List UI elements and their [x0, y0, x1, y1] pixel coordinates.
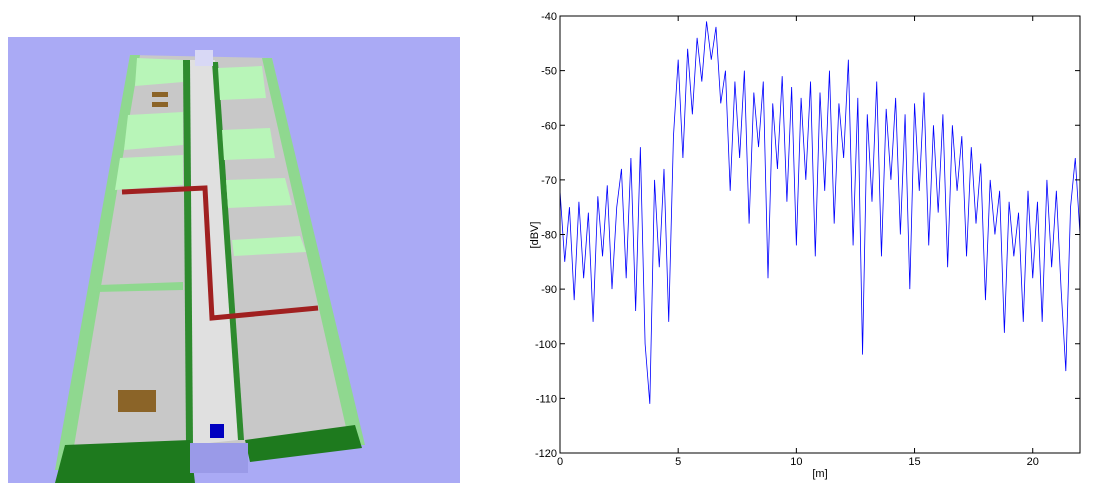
- corridor-wall-right: [212, 62, 244, 440]
- right-outer-wall: [262, 58, 365, 445]
- wall-panel: [135, 58, 183, 86]
- far-window: [195, 50, 213, 66]
- left-outer-wall: [55, 55, 140, 470]
- wall-panel: [124, 112, 183, 150]
- wall-panel: [232, 236, 306, 256]
- signal-line: [559, 21, 1081, 404]
- corridor: [186, 60, 238, 445]
- wall-panel: [218, 66, 266, 100]
- wall-panel: [96, 282, 183, 292]
- x-tick-label: 5: [675, 456, 681, 468]
- furniture: [118, 390, 156, 412]
- corridor-wall-left: [183, 60, 193, 445]
- x-tick-label: 0: [557, 456, 563, 468]
- front-wall: [245, 425, 362, 462]
- furniture: [152, 92, 168, 97]
- front-wall: [55, 440, 195, 483]
- x-axis-label: [m]: [812, 468, 827, 480]
- y-tick-label: -80: [541, 230, 557, 242]
- y-tick-label: -110: [536, 393, 557, 405]
- walk-path: [121, 185, 319, 321]
- y-tick-label: -120: [535, 448, 557, 460]
- x-tick-label: 10: [790, 456, 802, 468]
- wall-panel: [226, 178, 292, 208]
- y-axis-label: [dBV]: [529, 222, 541, 249]
- receiver: [210, 424, 224, 438]
- y-tick-label: -70: [541, 175, 557, 187]
- plot-area: [560, 16, 1080, 453]
- entrance: [190, 443, 248, 473]
- furniture: [152, 102, 168, 107]
- floor-plan-render: [8, 37, 460, 483]
- y-tick-label: -90: [541, 284, 557, 296]
- wall-panel: [115, 155, 183, 190]
- x-tick-label: 15: [908, 456, 920, 468]
- y-tick-label: -100: [535, 339, 557, 351]
- y-tick-label: -50: [541, 66, 557, 78]
- y-tick-label: -60: [541, 120, 557, 132]
- signal-chart: [m] [dBV] 0 5 10 15 20 -120 -110 -100 -90 -80 -70 -…: [529, 11, 1081, 480]
- y-tick-label: -40: [541, 11, 557, 23]
- wall-panel: [222, 128, 275, 160]
- x-tick-label: 20: [1027, 456, 1039, 468]
